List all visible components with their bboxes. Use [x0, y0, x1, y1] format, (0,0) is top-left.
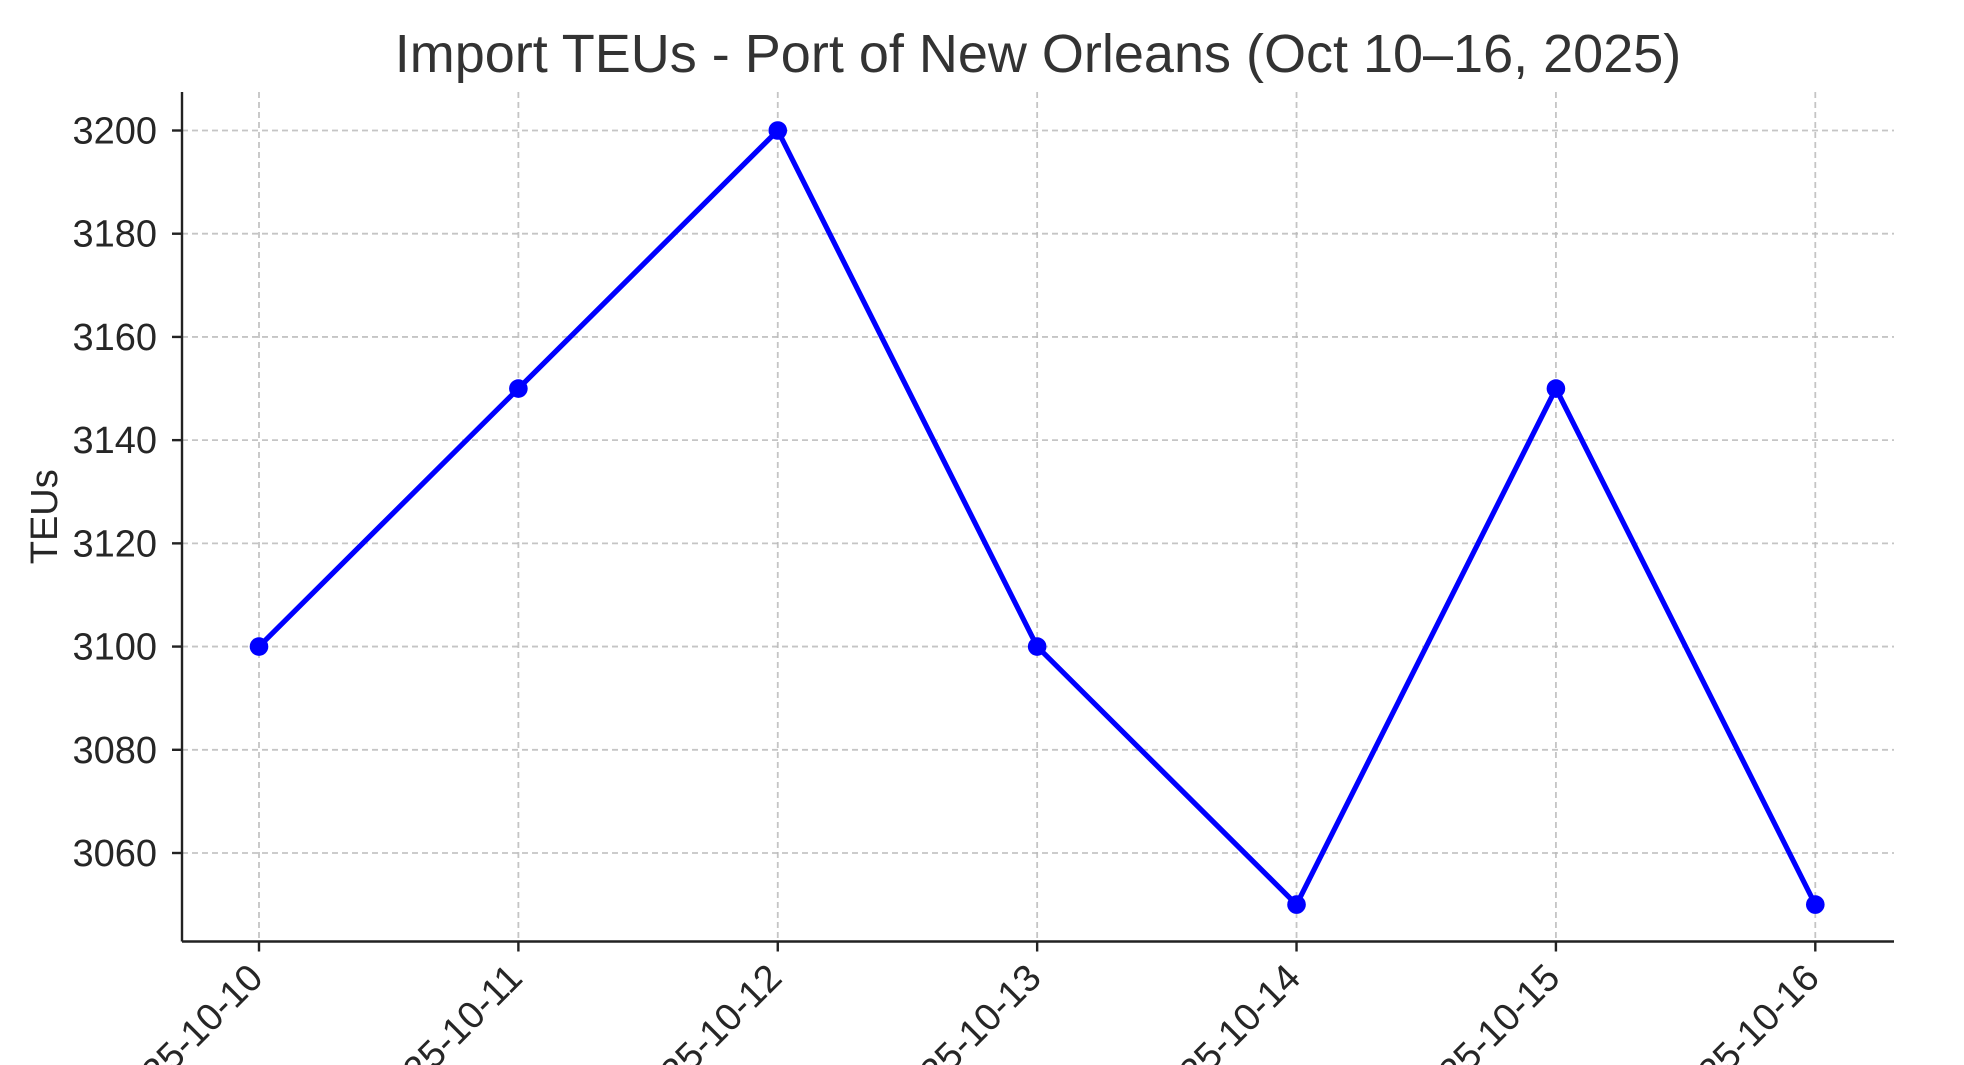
svg-text:3100: 3100	[72, 627, 157, 669]
svg-text:3180: 3180	[72, 214, 157, 256]
svg-text:3160: 3160	[72, 317, 157, 359]
svg-text:3140: 3140	[72, 420, 157, 462]
svg-text:3120: 3120	[72, 523, 157, 565]
svg-text:Import TEUs - Port of New Orle: Import TEUs - Port of New Orleans (Oct 1…	[395, 24, 1682, 84]
svg-text:3060: 3060	[72, 833, 157, 875]
svg-text:3080: 3080	[72, 730, 157, 772]
svg-text:3200: 3200	[72, 111, 157, 153]
svg-text:TEUs: TEUs	[24, 469, 66, 564]
